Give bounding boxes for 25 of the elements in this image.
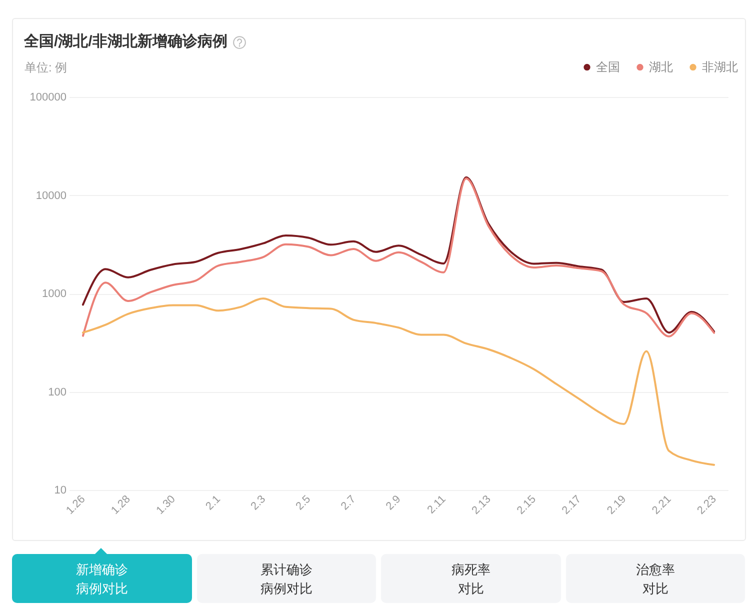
line-series (82, 297, 716, 466)
x-tick-label: 2.7 (338, 493, 358, 513)
x-tick-label: 2.11 (425, 493, 448, 516)
y-axis-title: 单位: 例 (24, 60, 68, 74)
x-tick-label: 2.9 (384, 493, 404, 513)
y-tick-label: 100000 (30, 92, 66, 104)
y-tick-label: 10 (54, 484, 66, 496)
x-tick-label: 1.26 (64, 493, 88, 517)
y-tick-label: 10000 (36, 190, 66, 202)
x-tick-label: 2.3 (248, 493, 268, 513)
x-tick-label: 2.21 (650, 493, 674, 517)
tab: 累计确诊病例对比 (196, 554, 376, 603)
legend-label: 全国 (596, 60, 620, 74)
legend-label: 湖北 (649, 60, 673, 74)
tab: 治愈率对比 (566, 554, 745, 603)
x-tick-label: 2.1 (204, 493, 223, 513)
tab: 病死率对比 (381, 554, 560, 603)
tab: 新增确诊病例对比 (12, 554, 192, 603)
x-tick-label: 1.28 (109, 493, 133, 517)
legend-label: 非湖北 (702, 60, 738, 74)
y-tick-label: 100 (48, 386, 66, 398)
x-tick-label: 1.30 (154, 493, 178, 517)
y-tick-label: 1000 (42, 288, 66, 300)
chart-title: 全国/湖北/非湖北新增确诊病例 (24, 33, 228, 51)
x-tick-label: 2.5 (294, 493, 314, 513)
